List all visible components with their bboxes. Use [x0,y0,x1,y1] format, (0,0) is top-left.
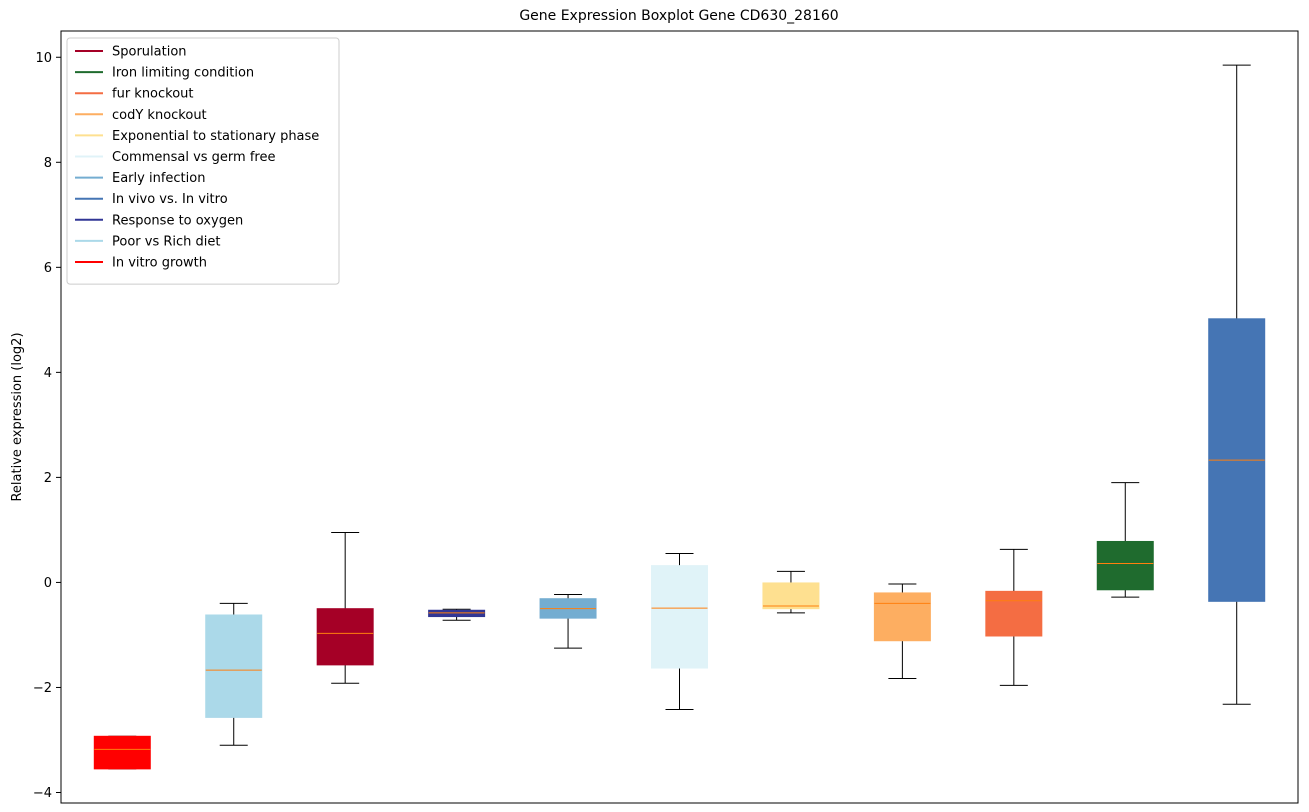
box-group [985,548,1043,686]
y-tick-label: −2 [33,681,52,696]
box-group [873,583,931,680]
box-group [1096,482,1154,598]
box-body [1096,540,1154,591]
box-body [428,609,486,618]
legend-label: Exponential to stationary phase [112,129,319,144]
box-group [539,594,597,649]
legend-label: Sporulation [112,45,187,60]
legend-label: Commensal vs germ free [112,150,275,165]
legend-label: codY knockout [112,108,207,123]
legend-label: Early infection [112,171,205,186]
box-body [93,735,151,770]
y-tick-label: 0 [44,576,52,591]
box-group [762,570,820,614]
legend: Sporulation Iron limiting condition fur kn… [66,37,340,285]
y-axis-label: Relative expression (log2) [10,332,25,501]
box-body [985,590,1043,637]
legend-box [66,37,340,285]
legend-label: In vivo vs. In vitro [112,192,228,207]
plot-frame [60,30,1299,804]
box-group [651,553,708,711]
box-body [205,614,263,718]
y-tick-label: 10 [35,51,52,66]
y-tick-label: 4 [44,366,52,381]
box-group [316,532,374,684]
box-body [873,592,931,642]
legend-label: Response to oxygen [112,213,243,228]
box-group [428,608,486,621]
plot-area [93,64,1266,770]
box-body [762,582,820,610]
y-axis: −4 −2 0 2 4 6 8 10 [33,51,61,801]
legend-label: Poor vs Rich diet [112,234,220,249]
chart-title: Gene Expression Boxplot Gene CD630_28160 [519,8,838,24]
y-tick-label: 6 [44,261,52,276]
y-tick-label: −4 [33,786,52,801]
y-tick-label: 2 [44,471,52,486]
legend-label: fur knockout [112,87,194,102]
legend-label: Iron limiting condition [112,66,254,81]
legend-label: In vitro growth [112,256,207,271]
box-group [93,735,151,770]
box-group [1208,64,1266,705]
box-body [316,608,374,666]
y-tick-label: 8 [44,156,52,171]
box-group [205,602,263,746]
box-body [651,565,708,669]
